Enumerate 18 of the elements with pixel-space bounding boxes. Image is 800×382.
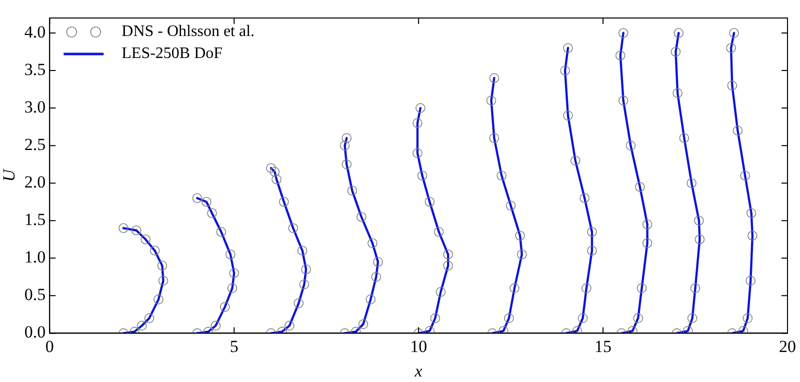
x-axis-title: x: [414, 361, 423, 380]
x-tick-label: 15: [594, 336, 612, 356]
y-tick-label: 2.0: [24, 172, 46, 192]
y-tick-label: 1.0: [24, 248, 46, 267]
y-tick-label: 3.0: [24, 98, 46, 117]
x-tick-label: 5: [230, 336, 238, 356]
y-tick-label: 4.0: [24, 22, 46, 42]
x-tick-label: 20: [779, 336, 796, 356]
y-tick-label: 1.5: [24, 210, 46, 230]
x-tick-label: 10: [410, 336, 428, 356]
y-tick-label: 3.5: [24, 60, 46, 79]
legend-label: DNS - Ohlsson et al.: [122, 23, 255, 40]
x-tick-label: 0: [45, 336, 54, 356]
legend-label: LES-250B DoF: [122, 45, 223, 62]
y-axis-title: U: [0, 168, 19, 182]
y-tick-label: 0.5: [24, 285, 46, 304]
y-tick-label: 0.0: [24, 322, 46, 342]
y-tick-label: 2.5: [24, 135, 46, 154]
